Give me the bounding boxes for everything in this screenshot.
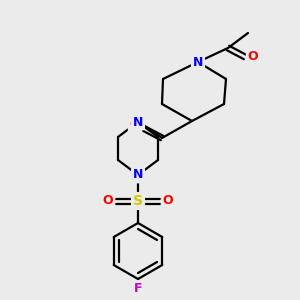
Text: O: O <box>103 194 113 208</box>
Text: O: O <box>248 50 258 64</box>
Text: N: N <box>133 116 143 128</box>
Text: O: O <box>130 118 140 131</box>
Text: N: N <box>133 169 143 182</box>
Text: F: F <box>134 283 142 296</box>
Text: N: N <box>193 56 203 68</box>
Text: O: O <box>163 194 173 208</box>
Text: S: S <box>133 194 143 208</box>
